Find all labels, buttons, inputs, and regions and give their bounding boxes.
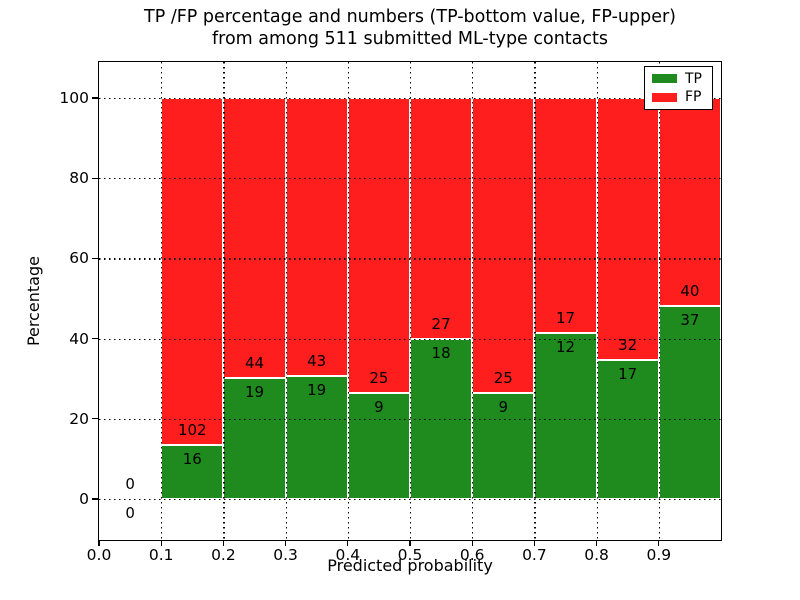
y-tick-label: 40 [69, 329, 89, 348]
vertical-gridline [285, 62, 287, 540]
y-axis-label: Percentage [24, 256, 43, 347]
y-tick-label: 100 [59, 89, 89, 107]
legend: TP FP [644, 66, 713, 110]
y-tick-mark [92, 177, 98, 179]
tp-count-label: 9 [374, 397, 384, 416]
x-tick-mark [658, 541, 660, 546]
legend-row-fp: FP [652, 90, 705, 104]
x-tick-mark [471, 541, 473, 546]
x-tick-label: 0.1 [148, 546, 174, 564]
vertical-gridline [534, 62, 536, 540]
x-tick-mark [222, 541, 225, 546]
tp-count-label: 17 [618, 364, 638, 383]
x-tick-label: 0.8 [584, 546, 609, 564]
y-tick-mark [92, 97, 98, 99]
chart-title-line2: from among 511 submitted ML-type contact… [212, 29, 608, 49]
x-tick-label: 0.5 [397, 546, 423, 564]
fp-count-label: 32 [618, 335, 638, 354]
fp-bar-segment [534, 98, 597, 334]
fp-count-label: 0 [125, 475, 135, 493]
fp-count-label: 25 [493, 368, 513, 387]
x-tick-mark [347, 541, 349, 546]
legend-row-tp: TP [652, 72, 705, 86]
vertical-gridline [161, 62, 163, 540]
tp-count-label: 19 [307, 381, 327, 400]
y-tick-label: 80 [69, 169, 89, 188]
fp-count-label: 44 [244, 354, 265, 373]
fp-bar-segment [347, 98, 410, 393]
tp-count-label: 9 [498, 397, 509, 416]
vertical-gridline [223, 62, 225, 540]
plot-area: 0.0 0.1 0.2 0.3 0.4 0.5 0.6 0.7 0.8 0.9 0 20 40 60 80 1… [59, 61, 722, 564]
y-tick-mark [92, 498, 98, 500]
fp-bar-segment [161, 98, 224, 445]
tp-count-label: 16 [182, 449, 202, 468]
tp-count-label: 19 [244, 383, 265, 402]
fp-bar-segment [596, 98, 659, 360]
x-tick-label: 0.0 [86, 546, 112, 564]
fp-legend-label: FP [685, 89, 702, 106]
fp-bar-segment [285, 98, 348, 377]
tp-legend-swatch [652, 74, 677, 84]
fp-bar-segment [223, 98, 286, 379]
fp-count-label: 43 [307, 352, 327, 371]
x-axis-label: Predicted probability [327, 556, 493, 575]
fp-count-label: 102 [177, 420, 207, 439]
x-tick-mark [409, 541, 411, 546]
tp-bar-segment [534, 333, 597, 499]
x-tick-mark [284, 541, 287, 546]
x-tick-mark [533, 541, 536, 546]
y-tick-label: 20 [69, 409, 89, 428]
fp-bar-segment [472, 98, 535, 393]
tp-count-label: 12 [555, 338, 576, 357]
fp-count-label: 17 [555, 309, 576, 328]
fp-bar-segment [658, 98, 721, 307]
tp-bar-segment [596, 359, 659, 499]
x-tick-mark [595, 541, 598, 546]
fp-count-label: 40 [680, 282, 700, 301]
fp-bar-segment [410, 98, 473, 339]
tp-bar-segment [285, 376, 348, 499]
tp-bar-segment [658, 306, 721, 499]
vertical-gridline [347, 62, 350, 540]
x-tick-label: 0.3 [273, 546, 298, 564]
x-tick-label: 0.2 [211, 546, 236, 564]
tp-count-label: 18 [431, 343, 451, 362]
vertical-gridline [658, 62, 661, 540]
vertical-gridline [596, 62, 598, 540]
fp-count-label: 25 [369, 368, 389, 387]
x-tick-mark [160, 541, 162, 546]
fp-count-label: 27 [431, 314, 451, 333]
y-tick-mark [92, 257, 98, 260]
x-tick-label: 0.4 [335, 546, 361, 564]
y-tick-mark [92, 418, 98, 420]
vertical-gridline [410, 62, 412, 540]
tp-bar-segment [347, 392, 410, 499]
x-tick-label: 0.6 [459, 546, 485, 564]
x-tick-label: 0.9 [646, 546, 672, 564]
fp-legend-swatch [652, 92, 677, 102]
x-tick-label: 0.7 [522, 546, 547, 564]
y-tick-mark [92, 337, 98, 340]
vertical-gridline [472, 62, 474, 540]
tp-count-label: 0 [125, 504, 135, 522]
tp-count-label: 37 [680, 311, 700, 330]
tp-legend-label: TP [685, 70, 702, 87]
y-tick-label: 0 [79, 490, 89, 508]
tp-bar-segment [223, 378, 286, 499]
chart-title-line1: TP /FP percentage and numbers (TP-bottom… [144, 7, 676, 27]
y-tick-label: 60 [69, 249, 89, 268]
x-tick-mark [98, 541, 100, 546]
